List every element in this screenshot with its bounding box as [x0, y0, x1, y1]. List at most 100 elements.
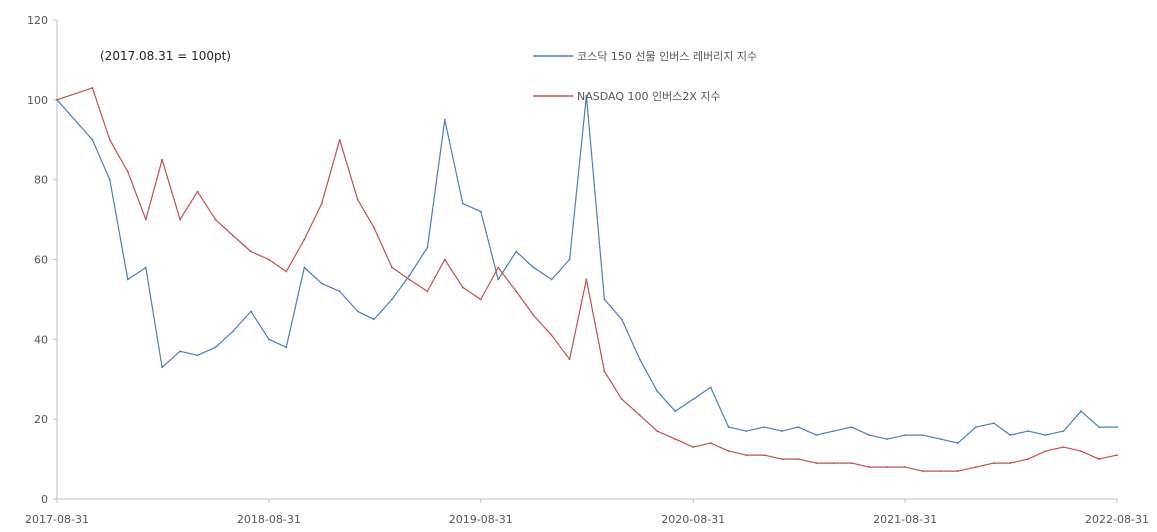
- legend-label-2: NASDAQ 100 인버스2X 지수: [577, 90, 721, 103]
- x-tick-label: 2022-08-31: [1085, 513, 1149, 526]
- data-point: [850, 462, 853, 464]
- data-point: [868, 466, 871, 468]
- data-point: [656, 430, 659, 433]
- data-point: [373, 318, 375, 321]
- data-point: [763, 454, 765, 456]
- data-point: [921, 470, 924, 472]
- data-point: [674, 410, 677, 413]
- series-line-2: [56, 87, 1118, 472]
- data-point: [249, 310, 252, 313]
- data-point: [797, 426, 800, 429]
- data-point: [196, 190, 199, 193]
- data-point: [497, 266, 500, 269]
- data-point: [479, 298, 482, 301]
- x-tick-label: 2017-08-31: [25, 513, 89, 526]
- data-point: [868, 434, 871, 437]
- legend-label-1: 코스닥 150 선물 인버스 레버리지 지수: [577, 50, 757, 63]
- x-tick-label: 2019-08-31: [449, 513, 513, 526]
- data-point: [815, 462, 818, 464]
- data-point: [709, 442, 712, 445]
- data-point: [939, 470, 942, 472]
- data-point: [126, 170, 129, 173]
- data-point: [727, 450, 730, 452]
- data-point: [797, 458, 800, 460]
- data-point: [320, 202, 323, 205]
- data-point: [356, 198, 359, 201]
- y-tick-label: 80: [34, 174, 48, 187]
- data-point: [144, 266, 147, 269]
- data-point: [426, 246, 429, 249]
- data-point: [745, 430, 747, 433]
- data-point: [921, 434, 924, 437]
- data-point: [993, 422, 995, 425]
- data-point: [126, 278, 129, 281]
- data-point: [56, 98, 58, 101]
- data-point: [338, 138, 341, 141]
- data-point: [214, 346, 217, 349]
- data-point: [1080, 410, 1082, 413]
- data-point: [1116, 426, 1118, 429]
- x-tick-label: 2021-08-31: [873, 513, 937, 526]
- data-point: [638, 358, 641, 361]
- data-point: [832, 462, 835, 464]
- data-point: [620, 398, 623, 401]
- series-line-1: [56, 95, 1117, 444]
- data-point: [285, 346, 288, 349]
- data-point: [408, 278, 411, 281]
- data-point: [1062, 446, 1065, 449]
- data-point: [373, 226, 375, 229]
- data-point: [1027, 430, 1030, 433]
- data-point: [603, 370, 606, 373]
- data-point: [550, 334, 553, 337]
- data-point: [550, 278, 553, 281]
- data-point: [1062, 430, 1065, 433]
- data-point: [479, 210, 482, 213]
- data-point: [603, 298, 606, 301]
- data-point: [975, 466, 977, 468]
- data-point: [815, 434, 818, 437]
- data-point: [886, 438, 889, 441]
- x-tick-label: 2018-08-31: [237, 513, 301, 526]
- data-point: [179, 350, 181, 353]
- data-point: [727, 426, 730, 429]
- data-point: [391, 298, 393, 301]
- data-point: [1098, 426, 1100, 429]
- data-point: [391, 266, 393, 269]
- data-point: [144, 218, 147, 221]
- data-point: [161, 366, 163, 369]
- data-point: [1116, 454, 1118, 456]
- data-point: [408, 274, 411, 277]
- data-point: [1009, 462, 1012, 464]
- data-point: [303, 266, 306, 269]
- data-point: [532, 266, 535, 269]
- data-point: [886, 466, 889, 468]
- y-tick-label: 60: [34, 254, 48, 267]
- data-point: [1009, 434, 1012, 437]
- data-point: [179, 218, 181, 221]
- data-point: [957, 442, 959, 445]
- data-point: [957, 470, 959, 472]
- y-tick-label: 20: [34, 413, 48, 426]
- data-point: [214, 218, 217, 221]
- data-point: [461, 286, 464, 289]
- data-point: [692, 446, 695, 449]
- data-point: [338, 290, 341, 293]
- data-point: [1044, 450, 1047, 452]
- data-point: [692, 398, 695, 401]
- data-point: [231, 234, 234, 237]
- data-point: [674, 438, 677, 441]
- chart-annotation: (2017.08.31 = 100pt): [100, 49, 231, 63]
- data-point: [461, 202, 464, 205]
- data-point: [850, 426, 853, 429]
- data-point: [515, 250, 518, 253]
- data-point: [585, 94, 588, 97]
- data-point: [568, 258, 571, 261]
- data-point: [939, 438, 942, 441]
- data-point: [832, 430, 835, 433]
- data-point: [356, 310, 359, 313]
- data-point: [426, 290, 429, 293]
- data-point: [709, 386, 712, 389]
- y-tick-label: 0: [41, 493, 48, 506]
